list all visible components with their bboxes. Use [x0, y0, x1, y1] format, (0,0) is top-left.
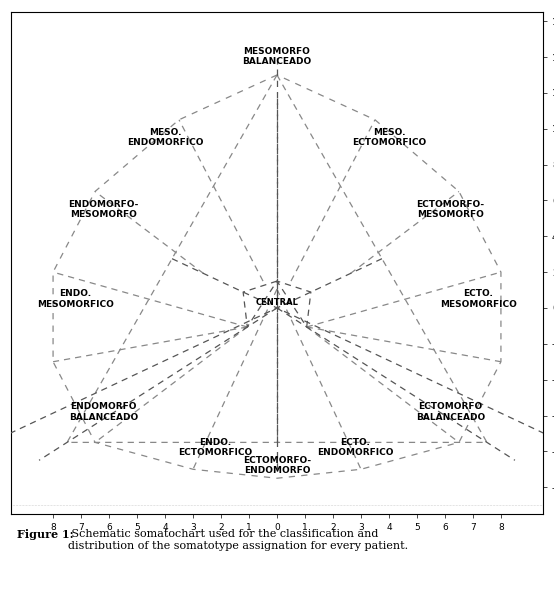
Text: ENDO.
ECTOMORFICO: ENDO. ECTOMORFICO	[178, 438, 253, 457]
Text: MESOMORFO
BALANCEADO: MESOMORFO BALANCEADO	[242, 47, 311, 66]
Text: ECTO.
MESOMORFICO: ECTO. MESOMORFICO	[440, 289, 517, 308]
Text: MESO.
ECTOMORFICO: MESO. ECTOMORFICO	[352, 128, 426, 147]
Text: ECTOMORFO-
ENDOMORFO: ECTOMORFO- ENDOMORFO	[243, 456, 311, 476]
Text: ECTOMORFO
BALANCEADO: ECTOMORFO BALANCEADO	[416, 402, 485, 422]
Text: ENDOMORFO
BALANCEADO: ENDOMORFO BALANCEADO	[69, 402, 138, 422]
Text: MESO.
ENDOMORFICO: MESO. ENDOMORFICO	[127, 128, 203, 147]
Text: ECTO.
ENDOMORFICO: ECTO. ENDOMORFICO	[317, 438, 394, 457]
Text: ENDOMORFO-
MESOMORFO: ENDOMORFO- MESOMORFO	[68, 200, 138, 219]
Text: ENDO.
MESOMORFICO: ENDO. MESOMORFICO	[37, 289, 114, 308]
Text: CENTRAL: CENTRAL	[255, 298, 299, 307]
Text: ECTOMORFO-
MESOMORFO: ECTOMORFO- MESOMORFO	[417, 200, 485, 219]
Text: Figure 1:: Figure 1:	[17, 529, 73, 540]
Text: Schematic somatochart used for the classification and
distribution of the somato: Schematic somatochart used for the class…	[68, 529, 408, 551]
